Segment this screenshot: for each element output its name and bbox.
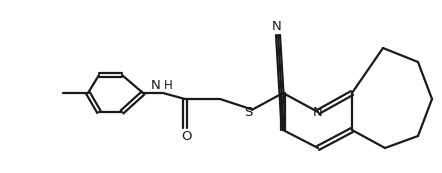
Text: O: O [181,130,191,143]
Text: N: N [272,20,282,33]
Text: N: N [313,107,323,120]
Text: H: H [164,79,173,92]
Text: S: S [244,106,252,119]
Text: N: N [151,79,161,92]
